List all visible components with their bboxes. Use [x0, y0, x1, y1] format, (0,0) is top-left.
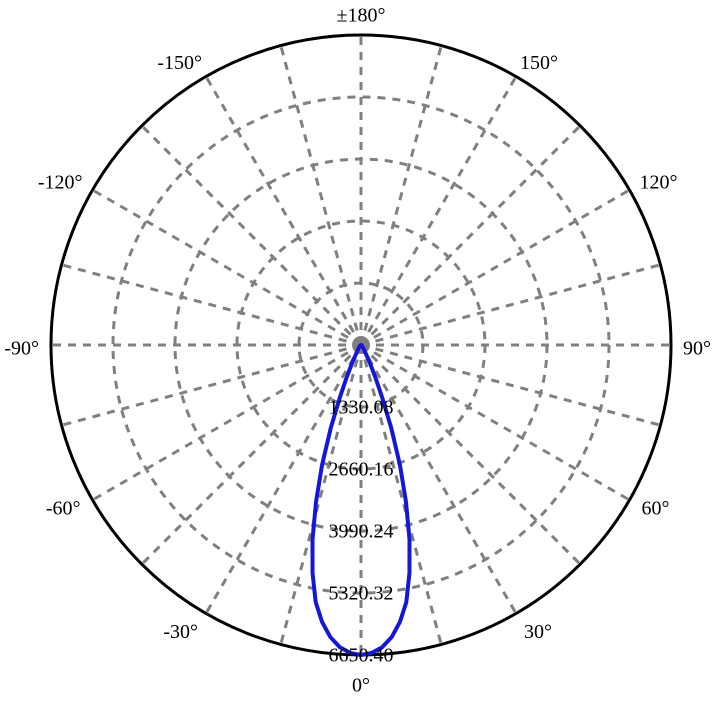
ring-label: 5320.32	[329, 583, 394, 605]
angle-label: -120°	[38, 172, 83, 194]
ring-label: 3990.24	[329, 521, 394, 543]
angle-label: ±180°	[337, 5, 386, 27]
ring-label: 6650.40	[329, 645, 394, 667]
ring-label: 2660.16	[329, 459, 394, 481]
angle-label: -90°	[4, 338, 39, 360]
angle-label: 0°	[352, 675, 370, 697]
angle-label: -60°	[46, 498, 81, 520]
angle-label: 60°	[641, 498, 669, 520]
angle-label: 30°	[524, 621, 552, 643]
angle-label: 90°	[683, 338, 711, 360]
ring-label: 1330.08	[329, 397, 394, 419]
polar-chart: 1330.08 2660.16 3990.24 5320.32 6650.40 0° 30°…	[0, 0, 723, 708]
angle-label: 150°	[520, 52, 558, 74]
angle-label: 120°	[639, 172, 677, 194]
angle-label: -150°	[157, 52, 202, 74]
polar-svg: 1330.08 2660.16 3990.24 5320.32 6650.40 0° 30°…	[0, 0, 723, 708]
angle-label: -30°	[163, 621, 198, 643]
